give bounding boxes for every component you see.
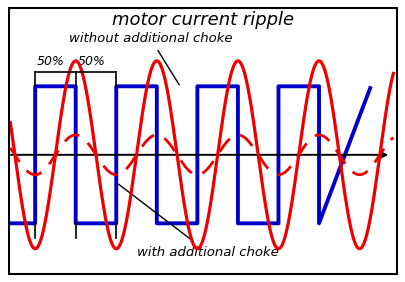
Text: motor current ripple: motor current ripple	[112, 11, 293, 29]
Text: without additional choke: without additional choke	[69, 32, 232, 85]
Text: 50%: 50%	[77, 54, 105, 67]
Text: 50%: 50%	[37, 54, 65, 67]
Text: with additional choke: with additional choke	[118, 184, 277, 259]
